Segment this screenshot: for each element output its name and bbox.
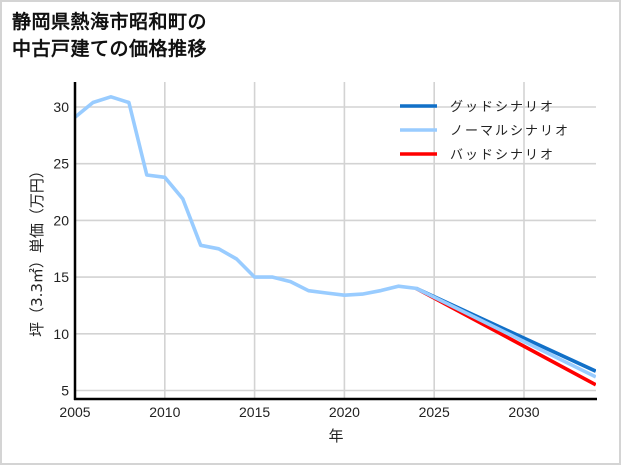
chart-title-line1: 静岡県熱海市昭和町の (12, 11, 208, 33)
x-tick-label: 2030 (508, 404, 539, 420)
y-tick-labels: 5 10 15 20 25 30 (53, 99, 69, 399)
y-tick-label: 25 (53, 156, 69, 172)
axes (73, 82, 597, 401)
series-line (75, 95, 596, 379)
x-tick-label: 2020 (329, 404, 360, 420)
chart-title-line2: 中古戸建ての価格推移 (12, 38, 208, 60)
x-axis-title: 年 (328, 427, 343, 445)
y-tick-label: 30 (53, 99, 69, 115)
x-tick-labels: 2005 2010 2015 2020 2025 2030 (59, 404, 539, 420)
x-tick-label: 2010 (149, 404, 180, 420)
y-tick-label: 15 (53, 269, 69, 285)
y-tick-label: 5 (61, 383, 69, 399)
x-tick-label: 2015 (239, 404, 270, 420)
y-tick-label: 20 (53, 212, 69, 228)
x-tick-label: 2025 (419, 404, 450, 420)
legend-label: グッドシナリオ (450, 100, 555, 115)
y-axis-title: 坪（3.3㎡）単価（万円） (28, 163, 46, 337)
y-tick-label: 10 (53, 326, 69, 342)
x-tick-label: 2005 (59, 404, 90, 420)
data-series (75, 95, 596, 387)
chart-title: 静岡県熱海市昭和町の 中古戸建ての価格推移 (12, 9, 207, 63)
legend-label: バッドシナリオ (450, 148, 555, 163)
legend-label: ノーマルシナリオ (450, 124, 570, 139)
